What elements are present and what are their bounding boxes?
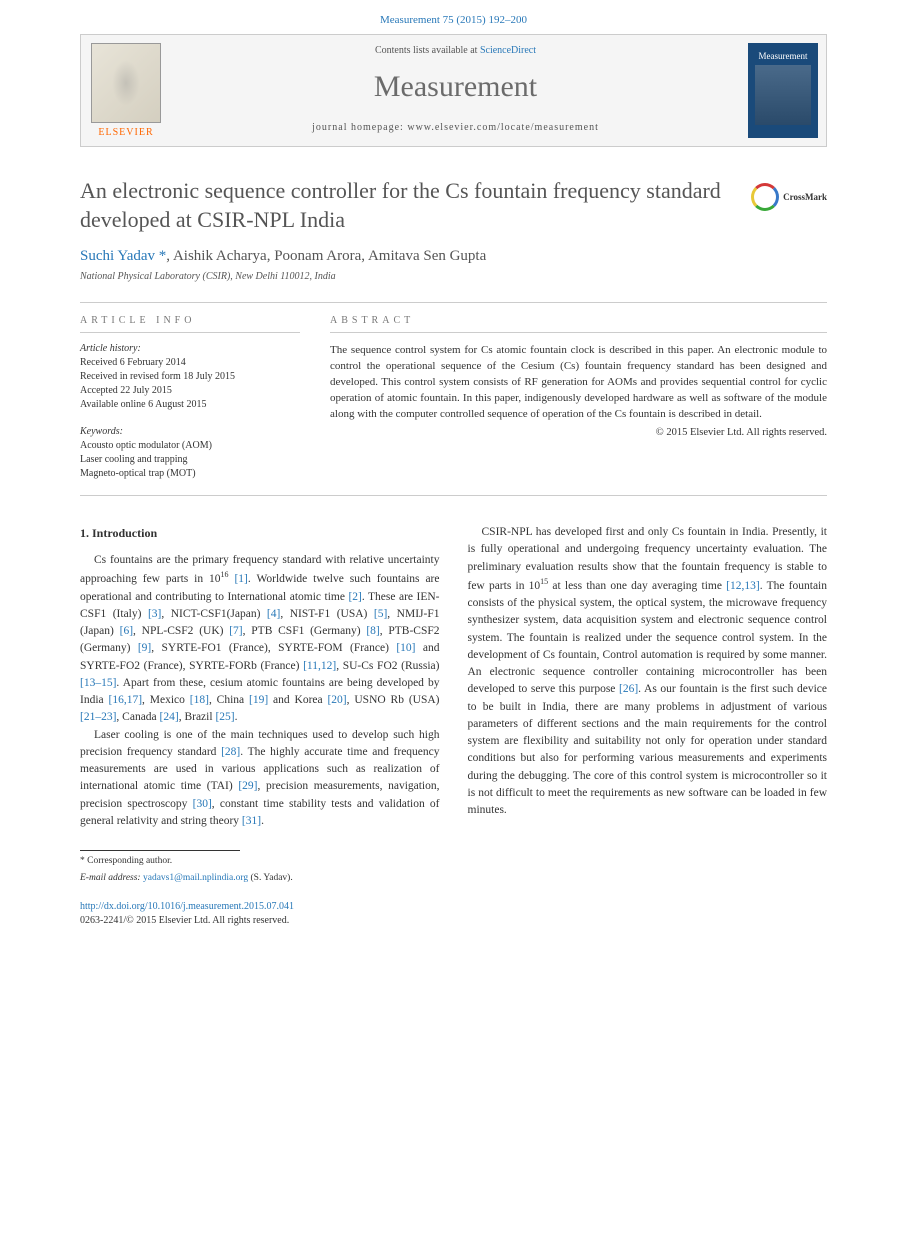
ref-link[interactable]: [20] <box>327 694 346 706</box>
ref-link[interactable]: [16,17] <box>109 694 143 706</box>
contents-prefix: Contents lists available at <box>375 45 480 56</box>
ref-link[interactable]: [9] <box>138 642 151 654</box>
elsevier-tree-icon <box>91 43 161 123</box>
author-list: Suchi Yadav *, Aishik Acharya, Poonam Ar… <box>80 248 827 265</box>
ref-link[interactable]: [1] <box>234 573 247 585</box>
ref-link[interactable]: [26] <box>619 683 638 695</box>
author-1[interactable]: Suchi Yadav <box>80 248 155 264</box>
issn-copyright: 0263-2241/© 2015 Elsevier Ltd. All right… <box>80 915 289 926</box>
exponent: 16 <box>221 570 229 579</box>
top-citation: Measurement 75 (2015) 192–200 <box>0 0 907 34</box>
ref-link[interactable]: [29] <box>238 780 257 792</box>
ref-link[interactable]: [8] <box>366 625 379 637</box>
author-3: Poonam Arora <box>274 248 361 264</box>
publisher-name: ELSEVIER <box>98 127 153 138</box>
crossmark-badge[interactable]: CrossMark <box>751 183 827 211</box>
ref-link[interactable]: [24] <box>160 711 179 723</box>
ref-link[interactable]: [25] <box>215 711 234 723</box>
footnote-corresponding: * Corresponding author. <box>80 855 827 868</box>
abstract-label: ABSTRACT <box>330 315 827 333</box>
body-paragraph: CSIR-NPL has developed first and only Cs… <box>468 524 828 819</box>
author-sep: , <box>361 248 368 264</box>
abstract-copyright: © 2015 Elsevier Ltd. All rights reserved… <box>330 427 827 438</box>
sciencedirect-link[interactable]: ScienceDirect <box>480 45 536 56</box>
ref-link[interactable]: [7] <box>229 625 242 637</box>
body-columns: 1. Introduction Cs fountains are the pri… <box>80 524 827 830</box>
ref-link[interactable]: [18] <box>190 694 209 706</box>
article-title: An electronic sequence controller for th… <box>80 177 827 234</box>
crossmark-icon <box>751 183 779 211</box>
history-item: Received 6 February 2014 <box>80 356 300 370</box>
keyword-item: Laser cooling and trapping <box>80 453 300 467</box>
ref-link[interactable]: [2] <box>348 591 361 603</box>
corresponding-mark: * <box>155 248 166 264</box>
history-item: Available online 6 August 2015 <box>80 398 300 412</box>
article-header: CrossMark An electronic sequence control… <box>80 177 827 234</box>
journal-name: Measurement <box>171 70 740 104</box>
article-info-box: ARTICLE INFO Article history: Received 6… <box>80 303 300 481</box>
doi-link[interactable]: http://dx.doi.org/10.1016/j.measurement.… <box>80 901 294 912</box>
abstract-text: The sequence control system for Cs atomi… <box>330 343 827 423</box>
ref-link[interactable]: [5] <box>374 608 387 620</box>
cover-thumbnail: Measurement <box>748 43 818 138</box>
citation-link[interactable]: Measurement 75 (2015) 192–200 <box>380 14 527 26</box>
email-suffix: (S. Yadav). <box>248 873 293 883</box>
author-4: Amitava Sen Gupta <box>368 248 486 264</box>
ref-link[interactable]: [30] <box>193 798 212 810</box>
exponent: 15 <box>540 577 548 586</box>
footnote-rule <box>80 850 240 851</box>
author-sep: , <box>166 248 173 264</box>
ref-link[interactable]: [3] <box>148 608 161 620</box>
email-link[interactable]: yadavs1@mail.nplindia.org <box>143 873 248 883</box>
meta-row: ARTICLE INFO Article history: Received 6… <box>80 302 827 481</box>
keyword-item: Acousto optic modulator (AOM) <box>80 439 300 453</box>
ref-link[interactable]: [4] <box>267 608 280 620</box>
section-heading-1: 1. Introduction <box>80 524 440 542</box>
homepage-line: journal homepage: www.elsevier.com/locat… <box>171 122 740 133</box>
doi-block: http://dx.doi.org/10.1016/j.measurement.… <box>80 900 827 928</box>
footnote-email: E-mail address: yadavs1@mail.nplindia.or… <box>80 872 827 885</box>
author-2: Aishik Acharya <box>173 248 267 264</box>
email-label: E-mail address: <box>80 873 143 883</box>
history-label: Article history: <box>80 343 300 354</box>
ref-link[interactable]: [28] <box>221 746 240 758</box>
ref-link[interactable]: [12,13] <box>726 580 760 592</box>
article-info-label: ARTICLE INFO <box>80 315 300 333</box>
contents-line: Contents lists available at ScienceDirec… <box>171 45 740 56</box>
abstract-box: ABSTRACT The sequence control system for… <box>330 303 827 481</box>
cover-thumb-title: Measurement <box>759 51 808 61</box>
homepage-prefix: journal homepage: <box>312 122 407 133</box>
keywords-label: Keywords: <box>80 426 300 437</box>
affiliation: National Physical Laboratory (CSIR), New… <box>80 271 827 282</box>
ref-link[interactable]: [6] <box>120 625 133 637</box>
history-item: Received in revised form 18 July 2015 <box>80 370 300 384</box>
ref-link[interactable]: [19] <box>249 694 268 706</box>
history-item: Accepted 22 July 2015 <box>80 384 300 398</box>
cover-thumb-image <box>755 65 811 125</box>
keyword-item: Magneto-optical trap (MOT) <box>80 467 300 481</box>
meta-divider <box>80 495 827 496</box>
ref-link[interactable]: [21–23] <box>80 711 116 723</box>
ref-link[interactable]: [11,12] <box>303 660 336 672</box>
body-paragraph: Laser cooling is one of the main techniq… <box>80 727 440 831</box>
crossmark-label: CrossMark <box>783 192 827 202</box>
journal-header: ELSEVIER Contents lists available at Sci… <box>80 34 827 147</box>
ref-link[interactable]: [31] <box>242 815 261 827</box>
homepage-url: www.elsevier.com/locate/measurement <box>407 122 599 133</box>
publisher-logo: ELSEVIER <box>81 35 171 146</box>
header-center: Contents lists available at ScienceDirec… <box>171 35 740 146</box>
ref-link[interactable]: [10] <box>396 642 415 654</box>
body-paragraph: Cs fountains are the primary frequency s… <box>80 552 440 726</box>
ref-link[interactable]: [13–15] <box>80 677 116 689</box>
